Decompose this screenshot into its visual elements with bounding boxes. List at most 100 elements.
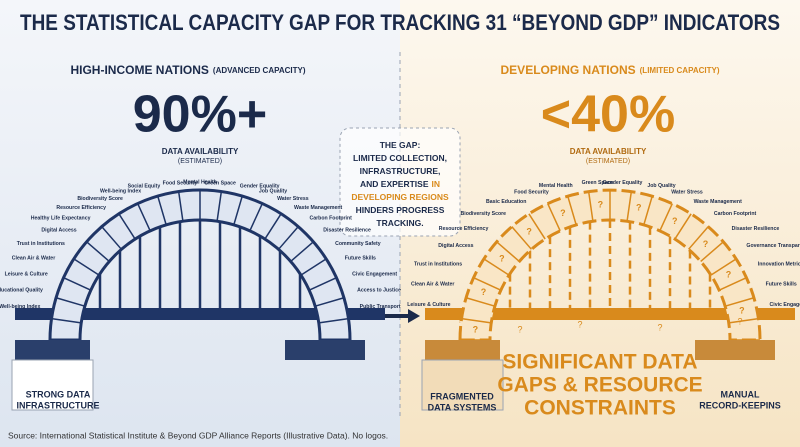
- indicator-label: Civic Engagement: [352, 271, 397, 277]
- gap-line: LIMITED COLLECTION,: [353, 153, 447, 163]
- pier-base: [421, 359, 504, 411]
- indicator-label: Disaster Resilience: [732, 226, 780, 232]
- unknown-mark: ?: [577, 319, 582, 329]
- deck: [15, 308, 385, 320]
- pier: [15, 340, 90, 360]
- arch-rib: [567, 195, 577, 226]
- arch-rib: [710, 258, 737, 276]
- arch-rib: [101, 226, 122, 250]
- base-label: STRONG DATA: [26, 389, 91, 399]
- indicator-label: Basic Education: [486, 199, 526, 205]
- arch-rib: [278, 226, 299, 250]
- base-label: FRAGMENTED: [430, 391, 494, 401]
- arch-rib: [86, 241, 110, 262]
- source: Source: International Statistical Instit…: [8, 430, 388, 440]
- indicator-label: Resource Efficiency: [56, 205, 106, 211]
- stat: <40%: [541, 86, 675, 144]
- indicator-label: Green Space: [582, 180, 614, 186]
- indicator-label: Food Security: [514, 189, 549, 195]
- arch-rib: [264, 213, 282, 240]
- arch-rib: [216, 191, 223, 222]
- arch-rib: [674, 213, 692, 240]
- gap-segment: IN: [432, 179, 441, 189]
- indicator-label: Disaster Resilience: [323, 228, 371, 234]
- arch-rib: [483, 258, 510, 276]
- unknown-mark: ?: [526, 226, 532, 236]
- arch-rib: [137, 203, 151, 232]
- indicator-label: Healthy Life Expectancy: [31, 215, 91, 221]
- indicator-label: Mental Health: [183, 179, 217, 185]
- unknown-mark: ?: [560, 208, 566, 218]
- unknown-mark: ?: [739, 306, 745, 316]
- indicator-label: Educational Quality: [0, 287, 43, 293]
- gap-text: THE GAP: LIMITED COLLECTION, INFRASTRUCTUR…: [351, 140, 449, 228]
- gap-line: HINDERS PROGRESS: [356, 205, 445, 215]
- indicator-label: Job Quality: [259, 189, 287, 195]
- arch-rib: [473, 277, 502, 291]
- indicator-label: Biodiversity Score: [77, 196, 123, 202]
- arch-rib: [249, 203, 263, 232]
- indicator-label: Biodiversity Score: [461, 211, 507, 217]
- unknown-mark: ?: [481, 287, 487, 297]
- arch-rib: [718, 277, 747, 291]
- indicator-label: Governance Transparency: [746, 243, 800, 249]
- pier: [425, 340, 500, 360]
- arrow-head: [408, 309, 420, 323]
- gap-segment: AND EXPERTISE: [360, 179, 429, 189]
- arch-rib: [587, 191, 594, 222]
- indicator-label: Mental Health: [539, 183, 573, 189]
- indicator-label: Civic Engagement: [770, 302, 800, 308]
- indicator-label: Innovation Metrics: [758, 261, 800, 267]
- pier: [285, 340, 365, 360]
- unknown-mark: ?: [598, 200, 604, 210]
- unknown-mark: ?: [737, 316, 742, 326]
- arch-rib: [659, 203, 673, 232]
- gap-segment: DEVELOPING REGIONS: [351, 192, 449, 202]
- indicator-label: Waste Management: [294, 205, 343, 211]
- pier: [695, 340, 775, 360]
- indicator-label: Leisure & Culture: [5, 271, 48, 277]
- pier-base: [11, 359, 94, 411]
- indicator-label: Water Stress: [671, 189, 703, 195]
- indicator-label: Well-being Index: [0, 304, 40, 310]
- gap-segment: TRACKING.: [376, 218, 423, 228]
- unknown-mark: ?: [672, 216, 678, 226]
- indicator-label: Community Safety: [335, 241, 381, 247]
- heading: HIGH-INCOME NATIONS (ADVANCED CAPACITY): [70, 63, 305, 77]
- arch: [458, 188, 762, 342]
- arch-rib: [626, 191, 633, 222]
- arch-rib: [643, 195, 653, 226]
- headline: GAPS & RESOURCE: [497, 374, 702, 397]
- heading: DEVELOPING NATIONS (LIMITED CAPACITY): [501, 63, 720, 77]
- arch-rib: [55, 297, 86, 307]
- unknown-mark: ?: [499, 253, 505, 263]
- arch-rib: [465, 297, 496, 307]
- indicator-label: Water Stress: [277, 196, 309, 202]
- arch-rib: [157, 195, 167, 226]
- gap-line: AND EXPERTISE IN: [360, 179, 440, 189]
- indicator-label: Social Equity: [128, 184, 161, 190]
- arch-rib: [308, 277, 337, 291]
- arch-rib: [233, 195, 243, 226]
- indicator-label: Digital Access: [438, 243, 473, 249]
- gap-segment: THE GAP:: [380, 140, 421, 150]
- gap-line: THE GAP:: [380, 140, 421, 150]
- arch: [48, 188, 352, 342]
- arch-rib: [700, 241, 724, 262]
- indicator-label: Digital Access: [41, 228, 76, 234]
- unknown-mark: ?: [726, 270, 732, 280]
- arch-rib: [511, 226, 532, 250]
- arch-rib: [461, 317, 492, 324]
- stat-label: DATA AVAILABILITY: [570, 147, 647, 156]
- gap-line: DEVELOPING REGIONS: [351, 192, 449, 202]
- headline: SIGNIFICANT DATA: [502, 351, 697, 374]
- indicator-label: Resource Efficiency: [439, 226, 489, 232]
- indicator-label: Carbon Footprint: [310, 215, 353, 221]
- gap-segment: HINDERS PROGRESS: [356, 205, 445, 215]
- arch-rib: [73, 258, 100, 276]
- indicator-label: Public Transport: [360, 304, 401, 310]
- indicator-label: Clean Air & Water: [12, 256, 55, 262]
- indicator-label: Leisure & Culture: [407, 302, 450, 308]
- indicator-label: Waste Management: [694, 199, 743, 205]
